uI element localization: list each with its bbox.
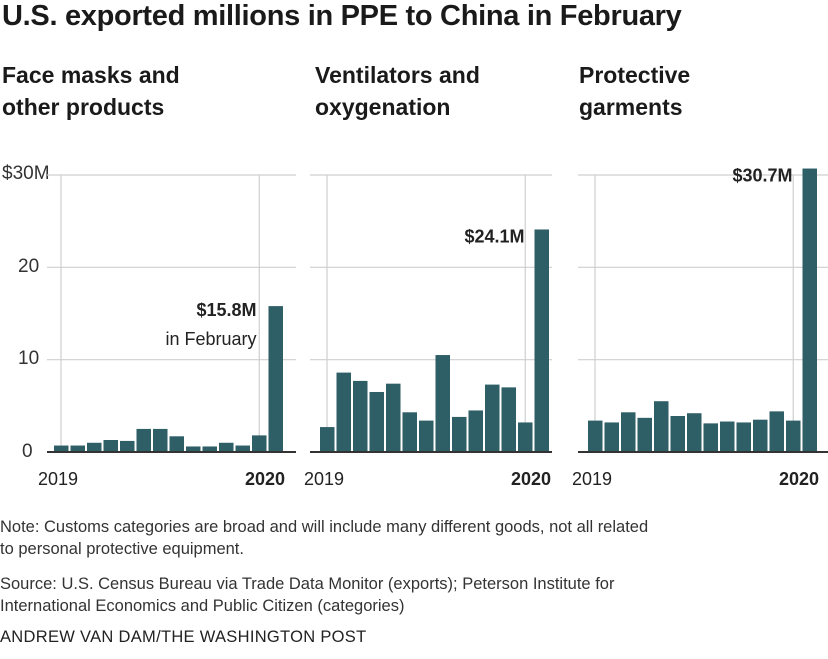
bar: [621, 412, 636, 452]
bar: [534, 229, 549, 452]
panel-title-line: garments: [579, 94, 683, 120]
bar: [637, 417, 652, 452]
bar: [353, 380, 368, 452]
x-tick-label-end: 2020: [779, 469, 819, 489]
source-line: International Economics and Public Citiz…: [0, 597, 405, 615]
bar: [120, 440, 135, 452]
bar: [468, 410, 483, 452]
bar: [687, 413, 702, 452]
panel-title-line: Protective: [579, 62, 691, 88]
bar: [136, 428, 151, 452]
bar: [219, 442, 234, 452]
chart-title: U.S. exported millions in PPE to China i…: [2, 0, 682, 32]
bar: [786, 420, 801, 452]
bar: [501, 387, 516, 452]
panel-title-line: Ventilators and: [315, 62, 480, 88]
bar: [402, 412, 417, 452]
bar: [419, 420, 434, 452]
y-tick-label-10: 10: [18, 348, 40, 369]
bar: [386, 383, 401, 452]
bar: [186, 446, 201, 452]
bar: [369, 391, 384, 452]
bar: [485, 384, 500, 452]
bar: [103, 439, 118, 452]
bar: [268, 306, 283, 452]
bar: [235, 445, 250, 452]
credit-line: ANDREW VAN DAM/THE WASHINGTON POST: [0, 628, 367, 646]
bar: [435, 355, 450, 452]
bar: [320, 427, 335, 452]
source-line: Source: U.S. Census Bureau via Trade Dat…: [0, 575, 615, 593]
bar: [202, 446, 217, 452]
x-tick-label-end: 2020: [511, 469, 551, 489]
panel-title-face-masks: Face masks and other products: [2, 59, 180, 123]
panel-title-ventilators: Ventilators and oxygenation: [315, 59, 480, 123]
x-tick-label-end: 2020: [245, 469, 285, 489]
bar: [670, 415, 685, 452]
panel-title-line: other products: [2, 94, 165, 120]
bar: [252, 435, 267, 452]
note-text: Note: Customs categories are broad and w…: [0, 516, 648, 560]
bar: [54, 445, 69, 452]
x-tick-label-start: 2019: [304, 469, 344, 489]
bar: [153, 428, 168, 452]
bar: [336, 372, 351, 452]
panel-title-line: Face masks and: [2, 62, 180, 88]
source-text: Source: U.S. Census Bureau via Trade Dat…: [0, 573, 614, 617]
bar: [654, 401, 669, 452]
bar: [70, 445, 85, 452]
panel-title-line: oxygenation: [315, 94, 451, 120]
bar: [452, 416, 467, 452]
bar: [736, 422, 751, 452]
bar: [169, 436, 184, 452]
bar: [802, 168, 817, 452]
bar: [588, 420, 603, 452]
chart-panels: 2019 2020 $15.8M in February 2019 2020 $24.1M 2…: [38, 166, 828, 489]
bar: [518, 422, 533, 452]
x-tick-label-start: 2019: [572, 469, 612, 489]
data-label-note: in February: [165, 329, 256, 349]
bar: [604, 422, 619, 452]
note-line: to personal protective equipment.: [0, 540, 244, 558]
bar: [720, 421, 735, 452]
bar: [87, 442, 102, 452]
panel-title-protective-garments: Protective garments: [579, 59, 690, 123]
data-label: $24.1M: [464, 226, 524, 246]
data-label: $15.8M: [196, 300, 256, 320]
note-line: Note: Customs categories are broad and w…: [0, 518, 649, 536]
bar: [703, 423, 718, 452]
y-tick-label-20: 20: [18, 256, 40, 277]
x-tick-label-start: 2019: [38, 469, 78, 489]
bar: [753, 419, 768, 452]
bar: [769, 411, 784, 452]
y-tick-label-30: $30M: [2, 163, 50, 184]
y-tick-label-0: 0: [22, 441, 33, 462]
data-label: $30.7M: [732, 166, 792, 186]
